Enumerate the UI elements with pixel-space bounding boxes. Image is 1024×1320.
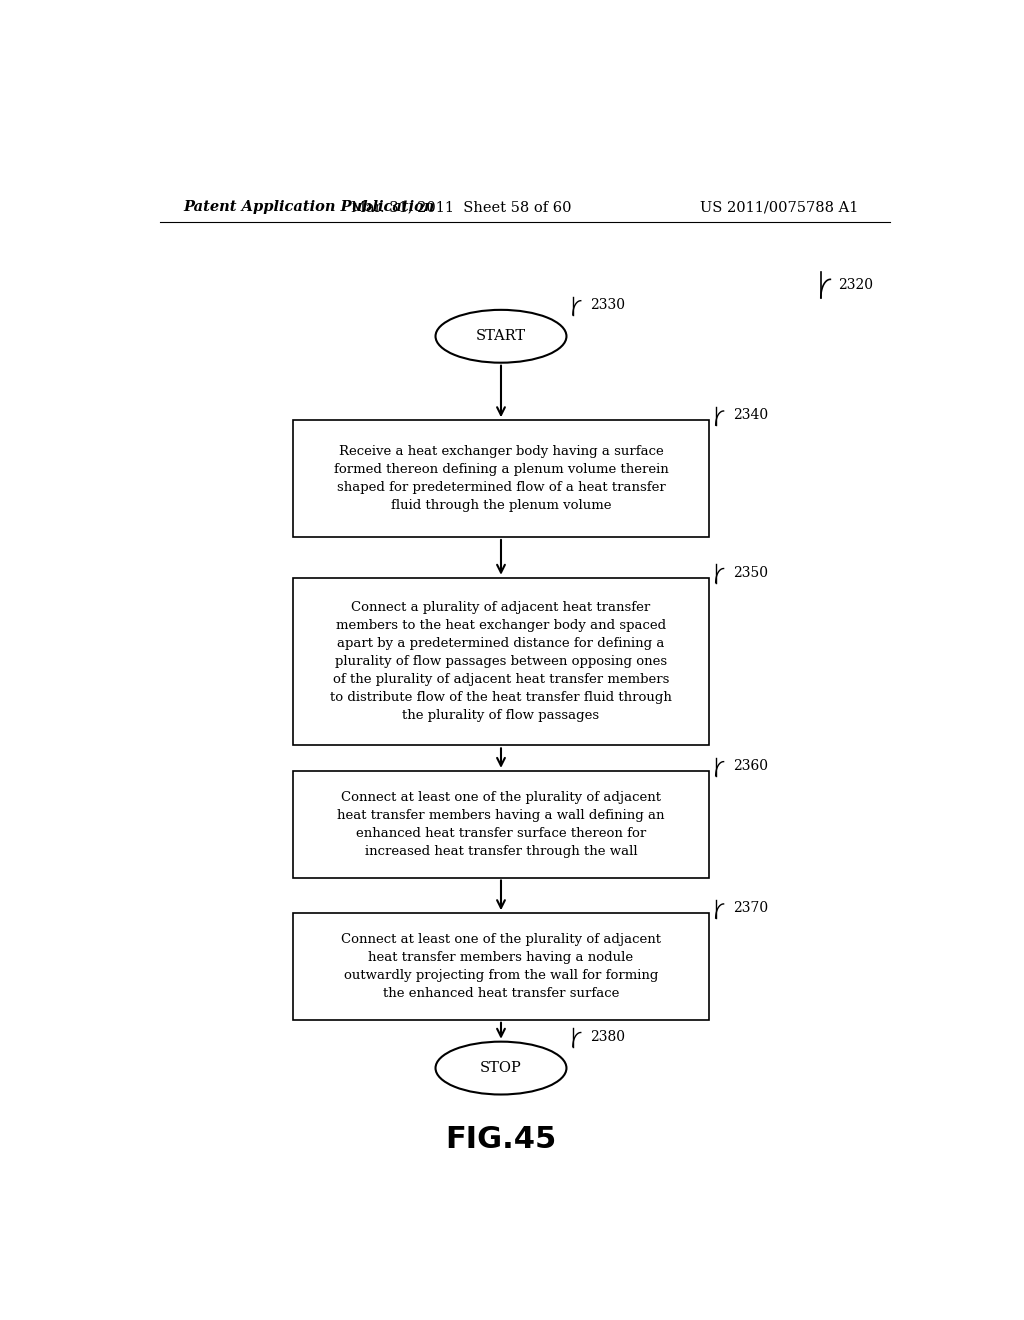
Text: STOP: STOP: [480, 1061, 522, 1074]
Text: 2320: 2320: [839, 279, 873, 293]
Text: Connect a plurality of adjacent heat transfer
members to the heat exchanger body: Connect a plurality of adjacent heat tra…: [330, 601, 672, 722]
Text: START: START: [476, 329, 526, 343]
Text: FIG.45: FIG.45: [445, 1125, 557, 1154]
Text: 2350: 2350: [733, 565, 768, 579]
Text: 2380: 2380: [590, 1030, 626, 1044]
Text: Connect at least one of the plurality of adjacent
heat transfer members having a: Connect at least one of the plurality of…: [341, 933, 662, 1001]
Bar: [293, 913, 710, 1020]
Text: 2330: 2330: [590, 298, 626, 312]
Text: 2340: 2340: [733, 408, 768, 422]
Bar: [293, 771, 710, 878]
Text: Mar. 31, 2011  Sheet 58 of 60: Mar. 31, 2011 Sheet 58 of 60: [351, 201, 571, 214]
Bar: [293, 578, 710, 746]
Bar: [293, 420, 710, 537]
Ellipse shape: [435, 1041, 566, 1094]
Text: Receive a heat exchanger body having a surface
formed thereon defining a plenum : Receive a heat exchanger body having a s…: [334, 445, 669, 512]
Text: 2360: 2360: [733, 759, 768, 772]
Text: US 2011/0075788 A1: US 2011/0075788 A1: [699, 201, 858, 214]
Text: Connect at least one of the plurality of adjacent
heat transfer members having a: Connect at least one of the plurality of…: [337, 791, 665, 858]
Text: Patent Application Publication: Patent Application Publication: [183, 201, 435, 214]
Text: 2370: 2370: [733, 902, 768, 915]
Ellipse shape: [435, 310, 566, 363]
